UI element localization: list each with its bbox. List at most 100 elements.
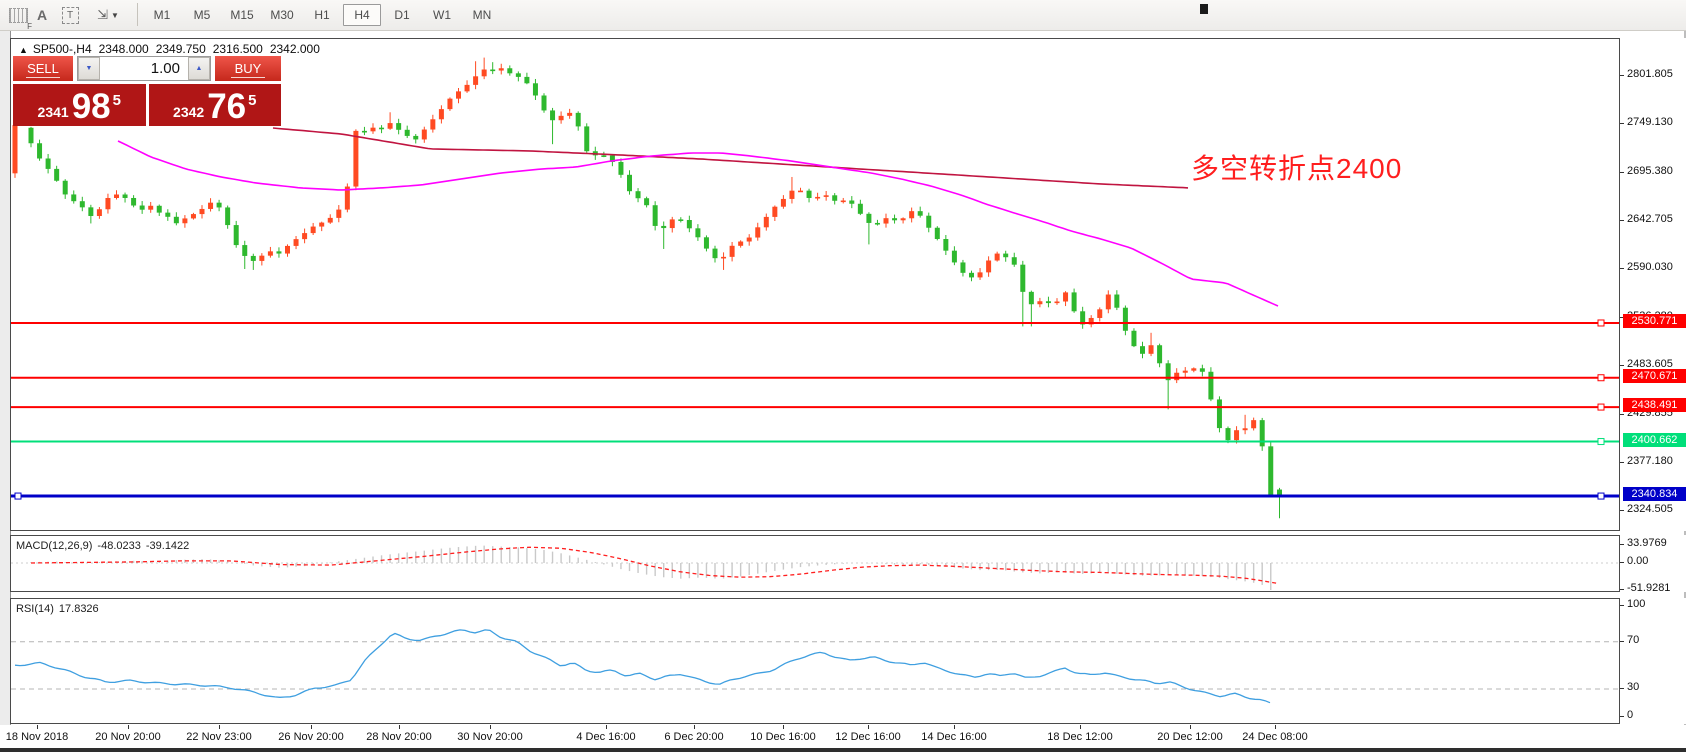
rsi-chart[interactable] [11,599,1619,723]
price-level-badge: 2438.491 [1623,398,1686,413]
date-tick-mark [490,725,491,729]
date-axis[interactable]: 18 Nov 2018 20 Nov 20:00 22 Nov 23:00 26 No… [0,725,1686,748]
date-label: 22 Nov 23:00 [186,731,252,743]
buy-price-tile[interactable]: 2342 76 5 [148,84,281,126]
date-label: 18 Nov 2018 [5,731,69,743]
date-label: 18 Dec 12:00 [1047,731,1113,743]
volume-input[interactable]: 1.00 [150,60,180,77]
date-tick-mark [1080,725,1081,729]
sell-price-sup: 5 [112,92,121,109]
axis-tick-label: 0.00 [1627,555,1649,567]
axis-tick-label: 2642.705 [1627,212,1673,225]
timeframe-buttons: M1 M5 M15 M30 H1 H4 D1 W1 MN [142,2,502,28]
axis-tick-label: 2324.505 [1627,502,1673,515]
macd-label: MACD(12,26,9) -48.0233 -39.1422 [16,540,194,552]
price-axis[interactable]: 2801.805 2749.130 2695.380 2642.705 2590.030… [1620,38,1686,531]
date-tick-mark [868,725,869,729]
axis-tick-mark [1620,461,1624,463]
buy-button[interactable]: BUY [215,56,281,81]
arrows-tool-icon[interactable]: ⇲ ▼ [90,3,126,27]
axis-tick-label: 2590.030 [1627,260,1673,273]
collapse-panel-icon[interactable]: ▲ [19,45,28,55]
ohlc-close: 2342.000 [269,42,320,56]
date-label: 10 Dec 16:00 [750,731,816,743]
date-tick-mark [1190,725,1191,729]
candlestick-chart[interactable] [11,39,1619,530]
date-tick-mark [311,725,312,729]
snap-grid-letter: F [27,22,32,31]
window-frame-bottom [0,748,1686,752]
axis-tick-mark [1620,413,1624,415]
axis-tick-mark [1620,589,1624,591]
macd-name: MACD(12,26,9) [16,540,93,552]
date-label: 28 Nov 20:00 [366,731,432,743]
axis-tick-label: 0 [1627,709,1634,721]
axis-tick-label: 70 [1627,633,1640,646]
axis-tick-mark [1620,509,1624,511]
axis-tick-mark [1620,562,1624,563]
axis-tick-mark [1620,716,1624,717]
buy-price-big: 76 [207,87,247,126]
sell-price-tile[interactable]: 2341 98 5 [13,84,146,126]
buy-price-sup: 5 [248,92,257,109]
axis-tick-mark [1620,316,1624,318]
window-marker-icon [1200,4,1208,14]
axis-tick-mark [1620,688,1624,689]
timeframe-button-m30[interactable]: M30 [270,8,294,22]
axis-tick-label: 2695.380 [1627,164,1673,177]
buy-underline [231,77,265,78]
timeframe-button-d1[interactable]: D1 [394,8,410,22]
axis-tick-label: 2801.805 [1627,68,1673,80]
date-tick-mark [37,725,38,729]
axis-tick-mark [1620,122,1624,124]
timeframe-button-mn[interactable]: MN [472,8,492,22]
rsi-axis[interactable]: 100 70 30 0 [1620,598,1686,724]
toolbar-separator [137,3,138,26]
buy-price-small: 2342 [173,104,205,120]
diagonal-arrows-icon: ⇲ [97,7,108,22]
main-chart-pane[interactable]: ▲ SP500-,H4 2348.000 2349.750 2316.500 2342.0… [10,38,1620,531]
timeframe-button-h4[interactable]: H4 [343,4,381,26]
volume-stepper: ▼ 1.00 ▲ [77,56,211,81]
timeframe-button-h1[interactable]: H1 [314,8,330,22]
rsi-pane[interactable]: RSI(14) 17.8326 [10,598,1620,724]
axis-tick-label: 100 [1627,598,1646,611]
date-label: 20 Nov 20:00 [95,731,161,743]
snap-grid-icon[interactable]: F [6,3,32,31]
text-label-tool-icon[interactable]: A [36,7,48,23]
text-box-tool-icon[interactable]: T [58,3,82,27]
sell-button[interactable]: SELL [13,56,73,81]
snap-grid-glyph [8,7,28,23]
axis-tick-label: 33.9769 [1627,537,1667,550]
ohlc-high: 2349.750 [155,42,206,56]
axis-tick-label: 2377.180 [1627,454,1673,467]
macd-chart[interactable] [11,536,1619,591]
date-tick-mark [399,725,400,729]
date-tick-mark [1275,725,1276,729]
axis-tick-mark [1620,267,1624,269]
date-tick-mark [694,725,695,729]
axis-tick-mark [1620,219,1624,221]
price-level-badge: 2530.771 [1623,313,1686,328]
axis-tick-label: 30 [1627,681,1640,693]
timeframe-button-w1[interactable]: W1 [433,8,451,22]
date-tick-mark [954,725,955,729]
volume-increase-button[interactable]: ▲ [188,57,210,80]
date-label: 20 Dec 12:00 [1157,731,1223,743]
timeframe-button-m15[interactable]: M15 [230,8,254,22]
timeframe-button-m5[interactable]: M5 [193,8,211,22]
date-label: 30 Nov 20:00 [457,731,523,743]
rsi-value: 17.8326 [58,603,99,615]
timeframe-button-m1[interactable]: M1 [153,8,171,22]
date-label: 12 Dec 16:00 [835,731,901,743]
price-level-badge: 2470.671 [1623,368,1686,383]
price-level-badge: 2400.662 [1623,432,1686,447]
rsi-name: RSI(14) [16,603,54,615]
macd-pane[interactable]: MACD(12,26,9) -48.0233 -39.1422 [10,535,1620,592]
macd-axis[interactable]: 33.9769 0.00 -51.9281 [1620,535,1686,594]
ohlc-open: 2348.000 [98,42,149,56]
date-label: 24 Dec 08:00 [1242,731,1308,743]
volume-decrease-button[interactable]: ▼ [78,57,100,80]
axis-tick-mark [1620,171,1624,173]
